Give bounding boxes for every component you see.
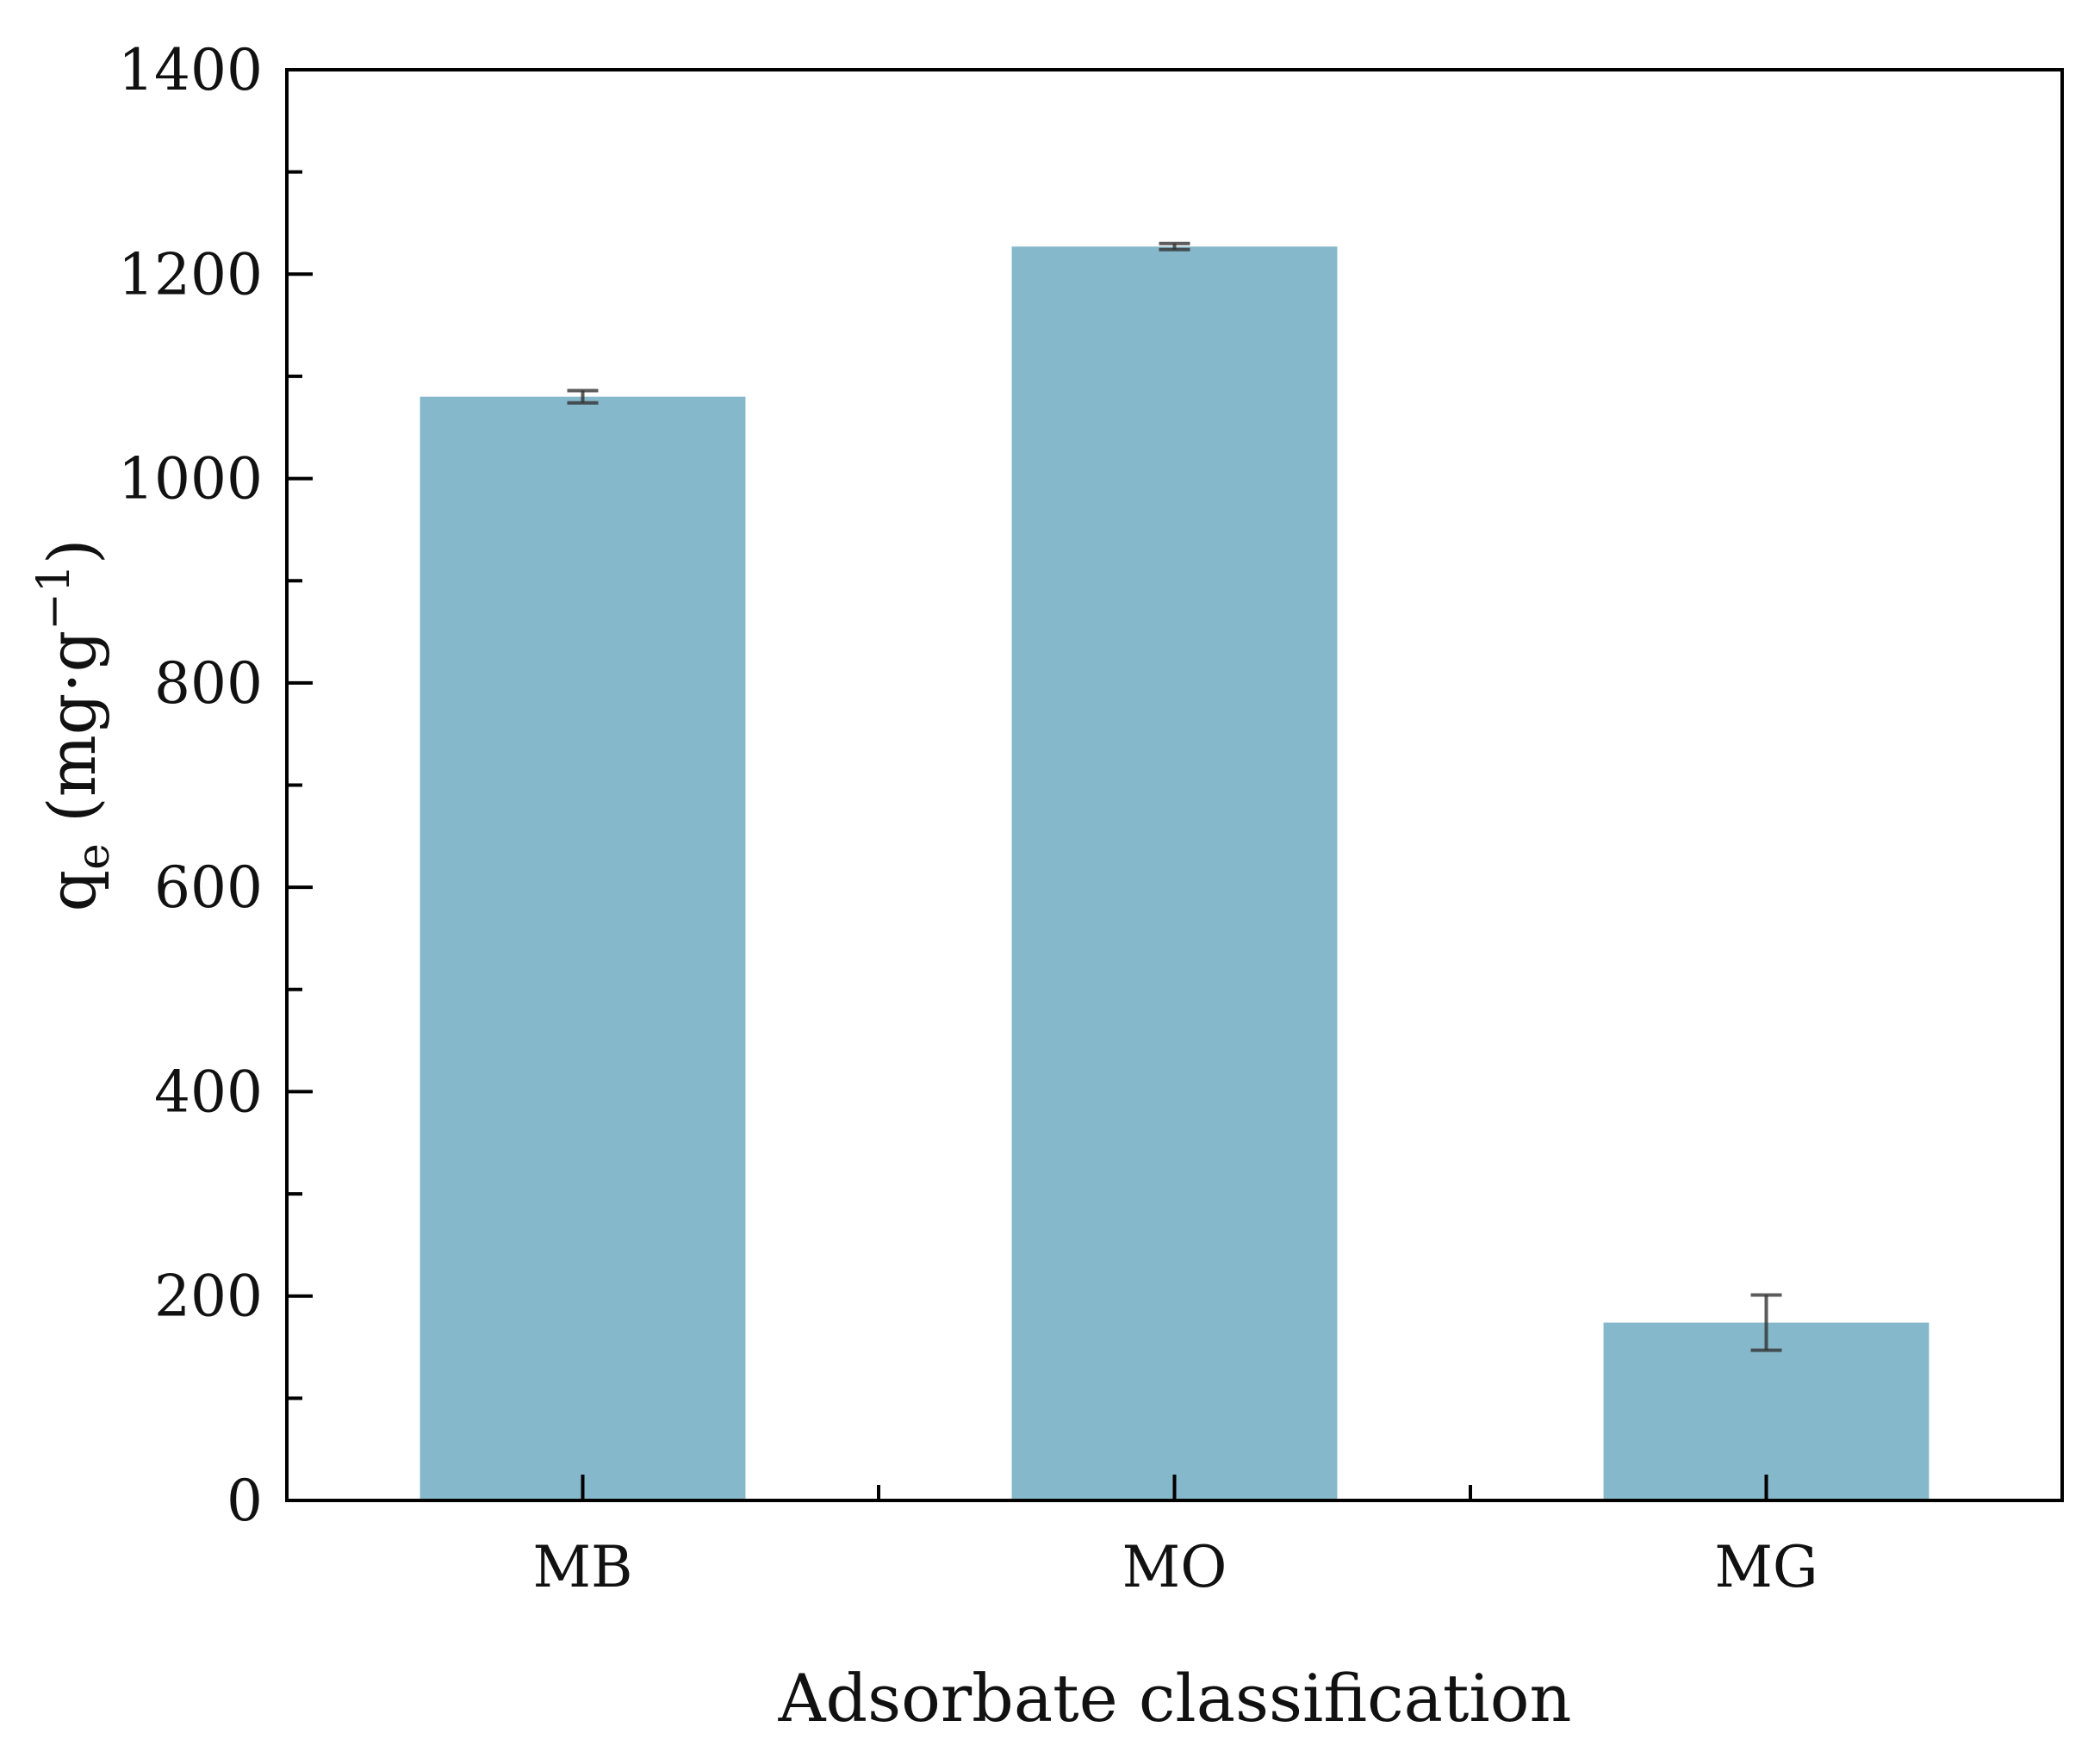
errorbar-mo [1159, 241, 1190, 252]
y-axis-title-unit-exponent: −1 [28, 564, 80, 630]
x-tick-label-mg: MG [1714, 1534, 1818, 1600]
errorbar-mg [1750, 1293, 1782, 1352]
y-axis-title-unit-close: ) [34, 538, 110, 564]
bar-mg [1603, 1322, 1930, 1500]
y-tick-label: 1400 [118, 37, 263, 103]
y-axis-title-subscript: e [68, 843, 120, 870]
y-tick-label: 800 [154, 650, 263, 717]
y-tick-label: 200 [154, 1264, 263, 1330]
x-axis-title: Adsorbate classification [778, 1660, 1572, 1736]
y-tick-label: 600 [154, 854, 263, 921]
errorbar-mb [567, 388, 599, 405]
bars-layer [419, 246, 1930, 1501]
bar-mo [1011, 246, 1338, 1500]
bar-mb [419, 396, 746, 1501]
y-tick-label: 400 [154, 1059, 263, 1125]
x-tick-label-mo: MO [1122, 1534, 1227, 1600]
y-tick-label: 1200 [118, 241, 263, 307]
y-axis-ticks: 0 200 400 600 800 1000 1200 1400 [118, 37, 313, 1534]
y-tick-label: 1000 [118, 446, 263, 512]
errorbars-layer [567, 241, 1782, 1352]
x-axis-ticks: MB MO MG [532, 1475, 1818, 1600]
y-tick-label: 0 [227, 1468, 263, 1534]
y-axis-title-main: q [34, 870, 110, 912]
y-axis-title: qe (mg·g−1) [28, 538, 120, 911]
y-axis-title-unit: (mg·g [34, 630, 110, 843]
x-tick-label-mb: MB [532, 1534, 632, 1600]
